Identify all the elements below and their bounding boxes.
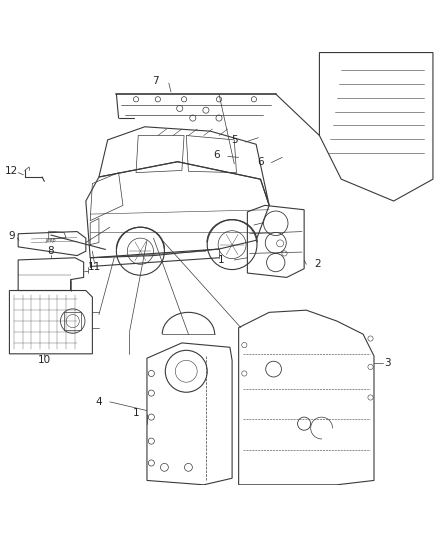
Text: 6: 6 bbox=[257, 157, 264, 167]
Text: 1: 1 bbox=[133, 408, 139, 418]
Text: 11: 11 bbox=[88, 262, 101, 271]
Text: 9: 9 bbox=[8, 231, 15, 241]
Text: Jeep: Jeep bbox=[46, 238, 56, 243]
Text: 4: 4 bbox=[95, 397, 102, 407]
Text: 2: 2 bbox=[314, 260, 321, 269]
Text: 6: 6 bbox=[213, 150, 220, 160]
Text: 12: 12 bbox=[5, 166, 18, 176]
Text: 7: 7 bbox=[152, 76, 159, 86]
Text: 10: 10 bbox=[38, 356, 51, 365]
Text: 8: 8 bbox=[48, 246, 54, 256]
Text: 5: 5 bbox=[231, 135, 237, 145]
Text: 1: 1 bbox=[218, 255, 225, 265]
Text: 3: 3 bbox=[384, 358, 390, 368]
